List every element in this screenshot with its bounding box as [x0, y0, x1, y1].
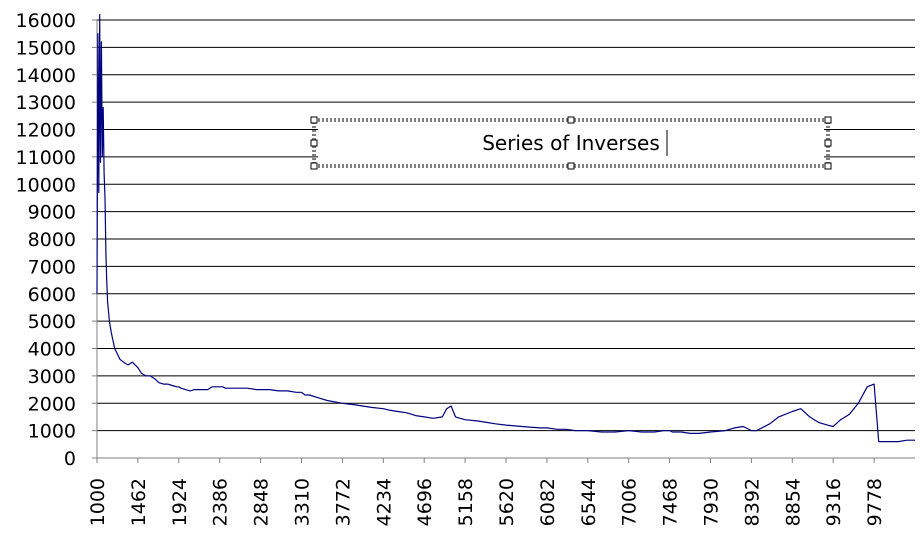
- y-tick-label: 4000: [28, 339, 76, 361]
- x-tick-label: 5620: [496, 478, 518, 526]
- chart-title-background: [318, 124, 824, 162]
- y-tick-label: 7000: [28, 256, 76, 278]
- series-layer: [96, 13, 915, 443]
- y-tick-label: 9000: [28, 202, 76, 224]
- x-tick-label: 2848: [251, 478, 273, 526]
- y-tick-label: 0: [64, 448, 76, 470]
- y-tick-label: 2000: [28, 393, 76, 415]
- resize-handle[interactable]: [310, 116, 318, 124]
- x-tick-label: 1462: [128, 478, 150, 526]
- series-line: [96, 13, 915, 443]
- x-tick-label: 1924: [169, 478, 191, 526]
- chart-title: Series of Inverses: [482, 131, 660, 155]
- x-tick-label: 9316: [823, 478, 845, 526]
- y-tick-label: 3000: [28, 366, 76, 388]
- x-tick-label: 8392: [741, 478, 763, 526]
- y-tick-label: 13000: [16, 92, 76, 114]
- x-tick-label: 7468: [660, 478, 682, 526]
- axes: [92, 19, 915, 463]
- resize-handle[interactable]: [310, 162, 318, 170]
- y-tick-label: 14000: [16, 65, 76, 87]
- resize-handle[interactable]: [310, 139, 318, 147]
- x-tick-label: 9778: [864, 478, 886, 526]
- resize-handle[interactable]: [567, 116, 575, 124]
- y-axis-tick-labels: 0 1000 2000 3000 4000 5000 6000 7000 8000 9000 100…: [16, 10, 76, 470]
- x-tick-label: 6544: [578, 478, 600, 526]
- x-axis-tick-labels: 1000 1462 1924 2386 2848 3310 3772 4234 4696 5158…: [87, 478, 886, 526]
- chart-title-box[interactable]: Series of Inverses: [310, 116, 832, 170]
- x-tick-label: 8854: [782, 478, 804, 526]
- resize-handle[interactable]: [824, 162, 832, 170]
- x-tick-label: 4696: [414, 478, 436, 526]
- y-tick-label: 10000: [16, 174, 76, 196]
- title-resize-handles[interactable]: [310, 116, 832, 170]
- x-tick-label: 6082: [537, 478, 559, 526]
- y-tick-label: 15000: [16, 37, 76, 59]
- resize-handle[interactable]: [824, 139, 832, 147]
- x-tick-label: 7930: [701, 478, 723, 526]
- y-tick-label: 5000: [28, 311, 76, 333]
- x-tick-label: 3310: [292, 478, 314, 526]
- y-tick-label: 11000: [16, 147, 76, 169]
- y-tick-label: 8000: [28, 229, 76, 251]
- x-tick-label: 4234: [373, 478, 395, 526]
- x-tick-label: 5158: [455, 478, 477, 526]
- gridlines: [97, 19, 915, 432]
- resize-handle[interactable]: [824, 116, 832, 124]
- y-tick-label: 12000: [16, 120, 76, 142]
- x-tick-label: 2386: [210, 478, 232, 526]
- x-tick-label: 1000: [87, 478, 109, 526]
- resize-handle[interactable]: [567, 162, 575, 170]
- y-tick-label: 1000: [28, 421, 76, 443]
- y-tick-label: 16000: [16, 10, 76, 32]
- y-tick-label: 6000: [28, 284, 76, 306]
- x-tick-label: 7006: [619, 478, 641, 526]
- x-tick-label: 3772: [332, 478, 354, 526]
